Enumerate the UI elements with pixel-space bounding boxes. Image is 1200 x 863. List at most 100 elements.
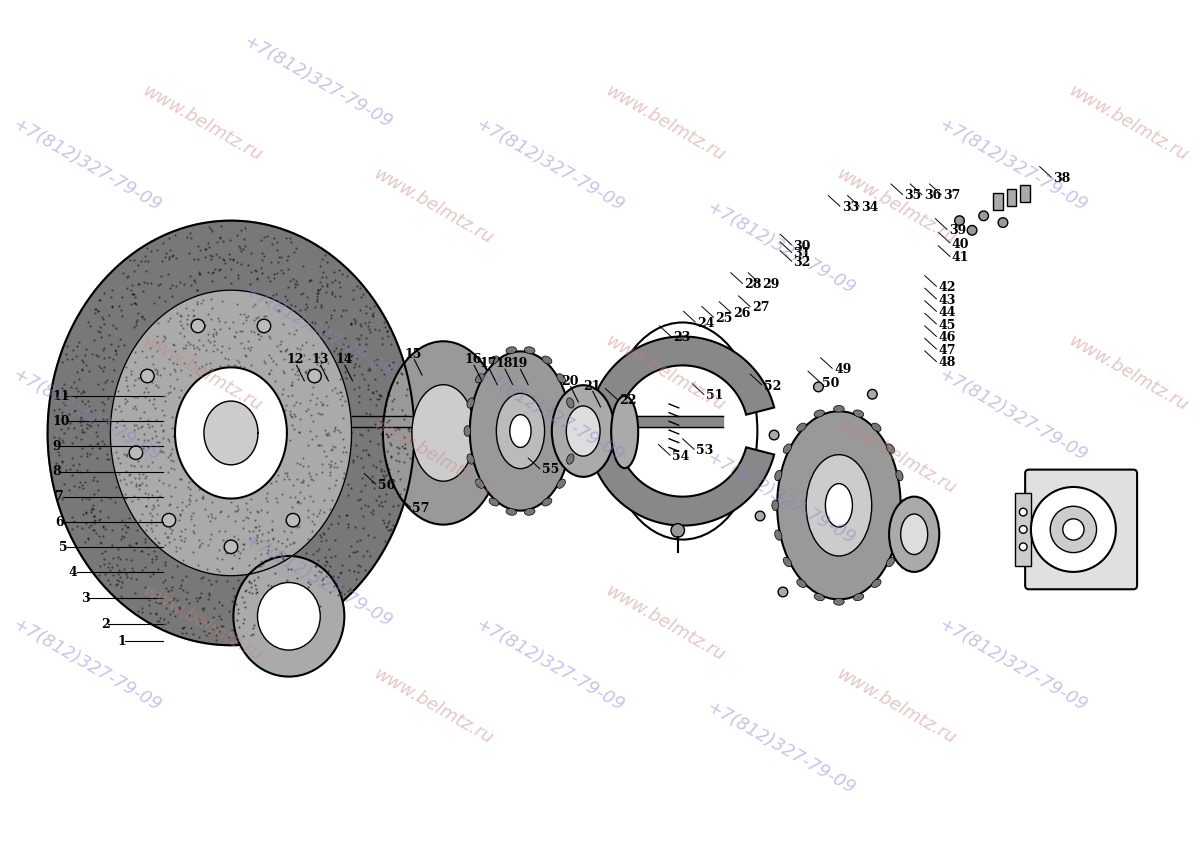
Point — [350, 532, 370, 546]
Point — [199, 626, 218, 639]
Point — [133, 441, 152, 455]
Text: 2: 2 — [101, 618, 109, 631]
Point — [121, 283, 140, 297]
Polygon shape — [590, 337, 774, 415]
Point — [349, 394, 368, 408]
Point — [352, 429, 371, 443]
Point — [138, 364, 157, 378]
Point — [174, 341, 193, 355]
Point — [263, 532, 282, 545]
Point — [202, 252, 221, 266]
Point — [278, 389, 298, 403]
Point — [185, 347, 204, 361]
Point — [254, 625, 274, 639]
Point — [144, 498, 163, 512]
Point — [109, 563, 128, 576]
Point — [154, 424, 173, 438]
Point — [160, 252, 179, 266]
Point — [314, 362, 334, 376]
Point — [242, 299, 262, 313]
Point — [122, 494, 142, 507]
Point — [277, 515, 296, 529]
Point — [67, 519, 86, 532]
Point — [268, 495, 287, 509]
Text: +7(812)327-79-09: +7(812)327-79-09 — [8, 365, 163, 465]
Point — [112, 589, 131, 603]
Point — [126, 477, 145, 491]
Point — [76, 535, 95, 549]
Point — [240, 575, 259, 589]
Point — [191, 243, 210, 256]
Point — [251, 261, 270, 275]
Ellipse shape — [566, 398, 574, 408]
Circle shape — [1050, 507, 1097, 552]
Point — [366, 384, 385, 398]
Point — [373, 499, 392, 513]
Point — [131, 420, 150, 434]
Point — [360, 549, 379, 563]
Point — [121, 553, 140, 567]
Point — [362, 309, 382, 323]
Point — [199, 588, 218, 602]
Point — [296, 546, 316, 560]
Point — [281, 404, 300, 418]
Point — [287, 356, 306, 369]
Point — [172, 363, 191, 377]
Text: 54: 54 — [672, 450, 689, 463]
Point — [284, 245, 304, 259]
Point — [180, 608, 199, 621]
Point — [208, 236, 227, 249]
Point — [314, 444, 334, 457]
Point — [156, 558, 175, 572]
Point — [202, 223, 221, 236]
Point — [277, 469, 296, 483]
Point — [250, 608, 269, 622]
Point — [224, 529, 244, 543]
Point — [132, 255, 151, 268]
Point — [172, 382, 191, 396]
Point — [214, 252, 233, 266]
Point — [73, 362, 92, 376]
Point — [234, 232, 253, 246]
Point — [204, 337, 223, 351]
Point — [73, 507, 92, 521]
Point — [198, 236, 217, 250]
Point — [377, 488, 396, 501]
Point — [191, 571, 210, 585]
Bar — [1020, 185, 1030, 202]
Point — [79, 419, 98, 432]
Point — [84, 333, 103, 347]
Point — [143, 357, 162, 371]
Point — [136, 581, 155, 595]
Point — [90, 325, 109, 339]
Point — [241, 324, 260, 338]
Point — [84, 509, 103, 523]
Point — [148, 363, 167, 377]
Point — [326, 576, 346, 590]
Point — [311, 528, 330, 542]
Text: 37: 37 — [943, 189, 960, 203]
Ellipse shape — [557, 374, 565, 383]
Ellipse shape — [814, 594, 824, 601]
Point — [176, 312, 196, 326]
Point — [116, 373, 136, 387]
Point — [221, 276, 240, 290]
Point — [229, 551, 248, 564]
Point — [390, 487, 409, 501]
Point — [382, 402, 401, 416]
Point — [282, 388, 301, 402]
Point — [257, 295, 276, 309]
Point — [392, 367, 412, 381]
Point — [305, 350, 324, 363]
Point — [242, 587, 262, 601]
Point — [65, 514, 84, 528]
Point — [282, 501, 301, 514]
Point — [335, 467, 354, 481]
Point — [179, 308, 198, 322]
Point — [151, 444, 170, 458]
Ellipse shape — [887, 557, 894, 567]
Point — [102, 337, 121, 351]
Point — [324, 579, 343, 593]
Point — [193, 570, 212, 584]
Point — [268, 235, 287, 249]
